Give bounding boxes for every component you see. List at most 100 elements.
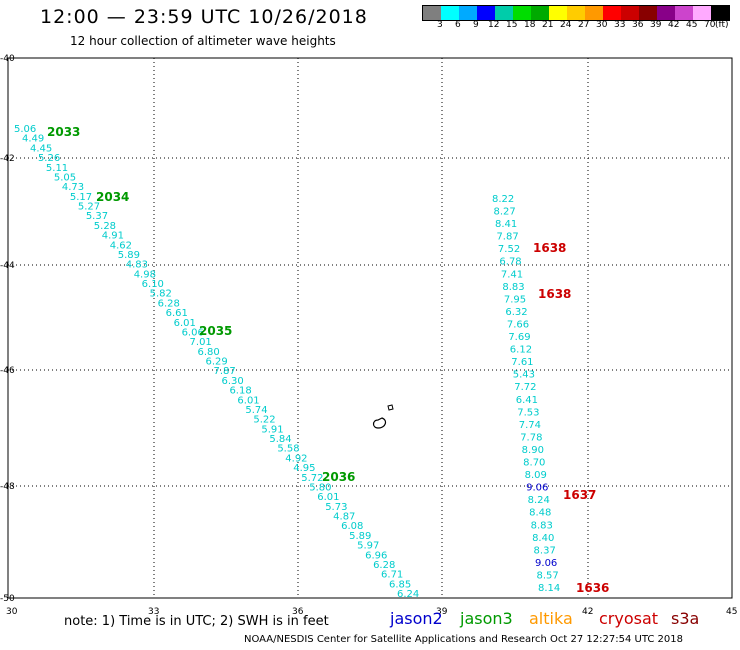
pass-time-label: 2035 bbox=[199, 324, 232, 338]
color-scale-labels: 3 6 9 12 15 18 21 24 27 30 33 36 39 42 45 70 bbox=[422, 20, 732, 32]
swh-value-label: 5.84 bbox=[269, 434, 291, 445]
longitude-tick-label: 45 bbox=[726, 607, 737, 617]
pass-time-label: 1637 bbox=[563, 488, 596, 502]
swh-value-label: 4.87 bbox=[333, 512, 355, 523]
color-scale-label: 70 bbox=[704, 20, 716, 30]
swh-value-label: 8.90 bbox=[522, 445, 544, 456]
footer-credit: NOAA/NESDIS Center for Satellite Applica… bbox=[244, 634, 683, 645]
swh-value-label: 6.28 bbox=[158, 298, 180, 309]
swh-value-label: 8.70 bbox=[523, 458, 545, 469]
swh-value-label: 6.71 bbox=[381, 570, 403, 581]
swh-value-label: 8.27 bbox=[493, 207, 515, 218]
satellite-legend-cryosat: cryosat bbox=[599, 609, 659, 628]
satellite-legend-s3a: s3a bbox=[671, 609, 700, 628]
swh-value-label: 7.69 bbox=[508, 332, 530, 343]
longitude-tick-label: 36 bbox=[292, 607, 304, 617]
swh-value-label: 5.28 bbox=[94, 221, 116, 232]
color-scale-bar bbox=[422, 5, 730, 21]
color-scale-swatch bbox=[441, 6, 459, 20]
swh-value-label: 5.89 bbox=[349, 531, 371, 542]
pass-time-label: 2034 bbox=[96, 190, 129, 204]
pass-time-label: 1638 bbox=[533, 241, 566, 255]
swh-value-label: 8.40 bbox=[532, 533, 554, 544]
swh-value-label: 6.78 bbox=[499, 257, 521, 268]
swh-value-label: 7.78 bbox=[520, 432, 542, 443]
swh-value-label: 4.45 bbox=[30, 143, 52, 154]
swh-value-label: 7.66 bbox=[507, 319, 529, 330]
swh-value-label: 5.05 bbox=[54, 172, 76, 183]
swh-value-label: 5.17 bbox=[70, 192, 92, 203]
swh-value-label: 8.57 bbox=[537, 570, 559, 581]
color-scale-swatch bbox=[531, 6, 549, 20]
latitude-tick-label: -42 bbox=[0, 154, 15, 164]
swh-value-label: 5.22 bbox=[253, 415, 275, 426]
color-scale-label: 42 bbox=[668, 20, 680, 30]
map-frame bbox=[7, 57, 733, 599]
swh-value-label: 6.01 bbox=[237, 395, 259, 406]
swh-value-label: 7.61 bbox=[511, 357, 533, 368]
color-scale-label: 18 bbox=[524, 20, 536, 30]
swh-value-label: 6.06 bbox=[182, 327, 204, 338]
swh-value-label: 7.74 bbox=[519, 420, 541, 431]
swh-value-label: 5.43 bbox=[513, 370, 535, 381]
color-scale-label: 39 bbox=[650, 20, 662, 30]
swh-value-label: 5.37 bbox=[86, 211, 108, 222]
swh-value-label: 5.73 bbox=[325, 502, 347, 513]
color-scale-swatch bbox=[495, 6, 513, 20]
swh-value-label: 5.06 bbox=[14, 124, 36, 135]
island-outline bbox=[387, 404, 394, 411]
swh-value-label: 7.87 bbox=[213, 366, 235, 377]
latitude-tick-label: -40 bbox=[0, 54, 15, 64]
swh-value-label: 7.87 bbox=[496, 232, 518, 243]
swh-value-label: 6.61 bbox=[166, 308, 188, 319]
swh-value-label: 4.83 bbox=[126, 260, 148, 271]
island-outline bbox=[372, 417, 387, 429]
satellite-legend-altika: altika bbox=[529, 609, 573, 628]
swh-value-label: 4.92 bbox=[285, 453, 307, 464]
pass-time-label: 2033 bbox=[47, 125, 80, 139]
swh-value-label: 6.41 bbox=[516, 395, 538, 406]
swh-value-label: 9.06 bbox=[535, 558, 557, 569]
color-scale-label: 12 bbox=[488, 20, 500, 30]
color-scale-swatch bbox=[423, 6, 441, 20]
color-scale-unit: (ft) bbox=[715, 20, 729, 30]
swh-value-label: 5.72 bbox=[301, 473, 323, 484]
color-scale-swatch bbox=[639, 6, 657, 20]
color-scale-label: 45 bbox=[686, 20, 698, 30]
color-scale-swatch bbox=[459, 6, 477, 20]
swh-value-label: 6.18 bbox=[229, 386, 251, 397]
color-scale-label: 3 bbox=[437, 20, 443, 30]
swh-value-label: 6.10 bbox=[142, 279, 164, 290]
color-scale-label: 36 bbox=[632, 20, 644, 30]
longitude-tick-label: 42 bbox=[582, 607, 593, 617]
pass-time-label: 1636 bbox=[576, 581, 609, 595]
longitude-tick-label: 33 bbox=[148, 607, 159, 617]
swh-value-label: 4.62 bbox=[110, 240, 132, 251]
swh-value-label: 4.98 bbox=[134, 269, 156, 280]
satellite-legend-jason3: jason3 bbox=[460, 609, 513, 628]
swh-value-label: 8.37 bbox=[534, 545, 556, 556]
swh-value-label: 7.01 bbox=[190, 337, 212, 348]
longitude-tick-label: 39 bbox=[436, 607, 448, 617]
swh-value-label: 6.08 bbox=[341, 521, 363, 532]
color-scale-label: 9 bbox=[473, 20, 479, 30]
swh-value-label: 6.96 bbox=[365, 550, 387, 561]
units-note: note: 1) Time is in UTC; 2) SWH is in fe… bbox=[64, 614, 329, 629]
color-scale-swatch bbox=[675, 6, 693, 20]
swh-value-label: 6.24 bbox=[397, 589, 419, 600]
swh-value-label: 8.83 bbox=[531, 520, 553, 531]
swh-value-label: 4.49 bbox=[22, 134, 44, 145]
color-scale-label: 6 bbox=[455, 20, 461, 30]
swh-value-label: 8.24 bbox=[528, 495, 550, 506]
latitude-tick-label: -50 bbox=[0, 594, 15, 604]
color-scale-label: 30 bbox=[596, 20, 608, 30]
swh-value-label: 6.01 bbox=[174, 318, 196, 329]
swh-value-label: 5.89 bbox=[118, 250, 140, 261]
swh-value-label: 4.95 bbox=[293, 463, 315, 474]
swh-value-label: 5.91 bbox=[261, 424, 283, 435]
swh-value-label: 8.41 bbox=[495, 219, 517, 230]
color-scale-swatch bbox=[549, 6, 567, 20]
swh-value-label: 5.26 bbox=[38, 153, 60, 164]
color-scale-swatch bbox=[657, 6, 675, 20]
swh-value-label: 5.11 bbox=[46, 163, 68, 174]
